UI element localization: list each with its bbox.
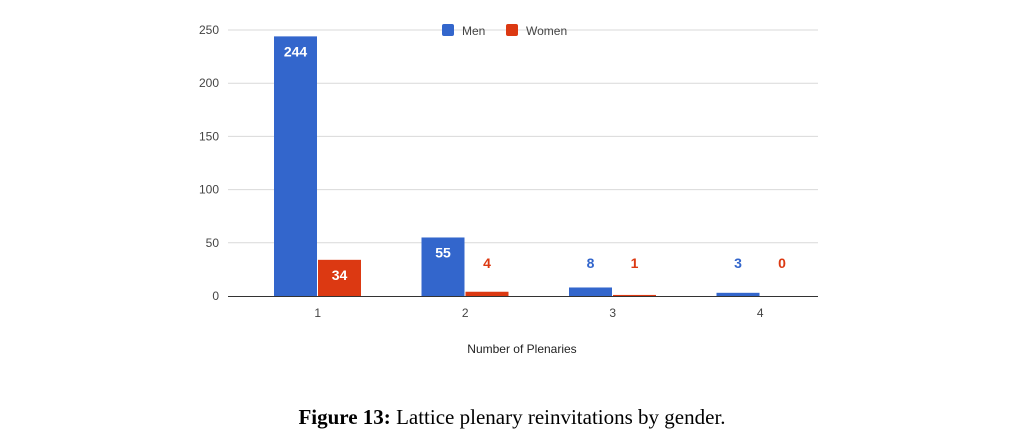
legend[interactable]: Men Women bbox=[442, 24, 567, 38]
data-label-women-2: 4 bbox=[483, 255, 491, 271]
legend-swatch-women bbox=[506, 24, 518, 36]
data-labels: 244 34 55 4 8 1 3 0 bbox=[284, 43, 786, 282]
bar-men-1[interactable] bbox=[274, 36, 317, 296]
data-label-men-1: 244 bbox=[284, 43, 308, 59]
data-label-women-3: 1 bbox=[631, 255, 639, 271]
bar-women-1[interactable] bbox=[318, 259, 361, 296]
figure-caption: Figure 13: Lattice plenary reinvitations… bbox=[0, 405, 1024, 430]
bar-men-4[interactable] bbox=[716, 292, 760, 296]
data-label-men-2: 55 bbox=[435, 244, 451, 260]
bar-men-2[interactable] bbox=[421, 237, 465, 296]
y-tick-label: 100 bbox=[199, 183, 219, 197]
y-tick-label: 0 bbox=[212, 289, 219, 303]
y-tick-label: 200 bbox=[199, 76, 219, 90]
y-tick-label: 50 bbox=[206, 236, 220, 250]
figure-caption-text: Lattice plenary reinvitations by gender. bbox=[396, 405, 726, 429]
data-label-women-4: 0 bbox=[778, 255, 786, 271]
x-tick-label: 4 bbox=[757, 306, 764, 320]
gridlines bbox=[228, 29, 818, 244]
x-axis-tick-labels: 1 2 3 4 bbox=[314, 306, 764, 320]
y-axis-tick-labels: 0 50 100 150 200 250 bbox=[199, 23, 219, 303]
x-axis-title: Number of Plenaries bbox=[467, 342, 576, 356]
data-label-men-4: 3 bbox=[734, 255, 742, 271]
bar-women-3[interactable] bbox=[613, 294, 656, 296]
bar-women-2[interactable] bbox=[465, 291, 509, 296]
bar-men-3[interactable] bbox=[569, 287, 612, 296]
bars bbox=[274, 36, 760, 296]
y-tick-label: 250 bbox=[199, 23, 219, 37]
legend-label-men[interactable]: Men bbox=[462, 24, 485, 38]
legend-swatch-men bbox=[442, 24, 454, 36]
data-label-women-1: 34 bbox=[332, 267, 348, 283]
y-tick-label: 150 bbox=[199, 129, 219, 143]
x-tick-label: 2 bbox=[462, 306, 469, 320]
x-tick-label: 1 bbox=[314, 306, 321, 320]
data-label-men-3: 8 bbox=[587, 255, 595, 271]
legend-label-women[interactable]: Women bbox=[526, 24, 567, 38]
x-tick-label: 3 bbox=[609, 306, 616, 320]
figure-caption-label: Figure 13: bbox=[298, 405, 391, 429]
